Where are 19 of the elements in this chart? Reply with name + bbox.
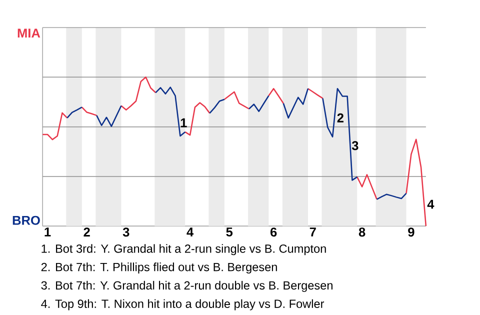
text: BRO — [12, 216, 40, 226]
annotation: 2 — [337, 114, 344, 123]
annotation: 3 — [352, 141, 358, 150]
text: MIA — [18, 28, 40, 38]
x-tick-label: 5 — [226, 228, 233, 237]
text: 3. Bot 7th: Y. Grandal hit a 2-run double vs B. Bergesen — [41, 281, 332, 292]
x-tick-label: 1 — [44, 228, 51, 237]
x-tick-label: 6 — [270, 228, 277, 237]
x-tick-label: 8 — [358, 228, 366, 237]
x-tick-label: 2 — [84, 228, 90, 237]
x-tick-label: 4 — [186, 228, 194, 237]
text: 4. Top 9th: T. Nixon hit into a double play vs D. Fowler — [41, 300, 324, 311]
x-tick-label: 7 — [310, 228, 316, 237]
x-tick-label: 9 — [408, 228, 414, 237]
text: 1. Bot 3rd: Y. Grandal hit a 2-run single vs B. Cumpton — [42, 244, 326, 256]
text: 4 — [427, 200, 434, 209]
annotation: 1 — [180, 118, 187, 128]
x-tick-label: 3 — [122, 228, 130, 237]
text: 2. Bot 7th: T. Phillips flied out vs B. Bergesen — [41, 262, 277, 274]
